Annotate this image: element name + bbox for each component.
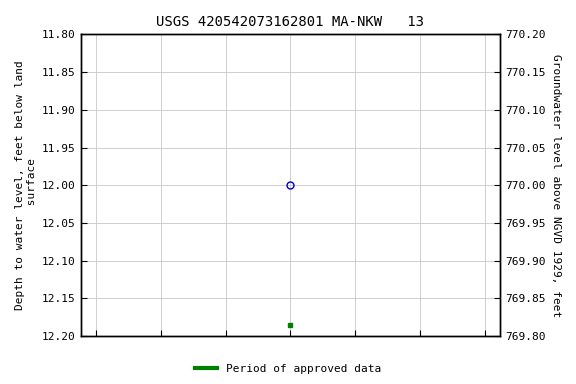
Y-axis label: Groundwater level above NGVD 1929, feet: Groundwater level above NGVD 1929, feet (551, 54, 561, 317)
Title: USGS 420542073162801 MA-NKW   13: USGS 420542073162801 MA-NKW 13 (157, 15, 425, 29)
Y-axis label: Depth to water level, feet below land
 surface: Depth to water level, feet below land su… (15, 60, 37, 310)
Legend: Period of approved data: Period of approved data (191, 359, 385, 379)
